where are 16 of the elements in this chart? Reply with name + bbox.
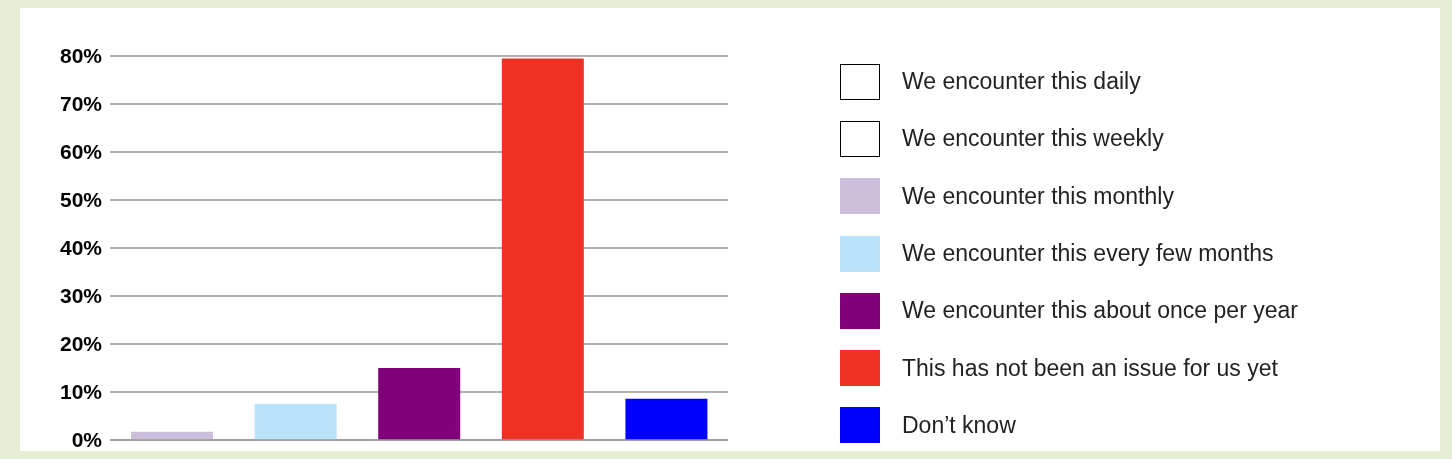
legend-label: Don’t know: [902, 411, 1016, 439]
legend-label: We encounter this every few months: [902, 240, 1274, 268]
y-tick-label: 30%: [59, 284, 103, 308]
legend-label: This has not been an issue for us yet: [902, 354, 1278, 382]
y-tick-label: 80%: [59, 44, 103, 68]
y-tick-label: 10%: [59, 380, 103, 404]
legend-label: We encounter this about once per year: [902, 297, 1298, 325]
y-tick-label: 40%: [59, 236, 103, 260]
legend-label: We encounter this weekly: [902, 125, 1164, 153]
y-tick-label: 60%: [59, 140, 103, 164]
legend-label: We encounter this monthly: [902, 182, 1174, 210]
y-tick-label: 70%: [59, 92, 103, 116]
y-tick-label: 0%: [71, 428, 103, 452]
legend-label: We encounter this daily: [902, 68, 1141, 96]
y-tick-label: 50%: [59, 188, 103, 212]
y-tick-label: 20%: [59, 332, 103, 356]
